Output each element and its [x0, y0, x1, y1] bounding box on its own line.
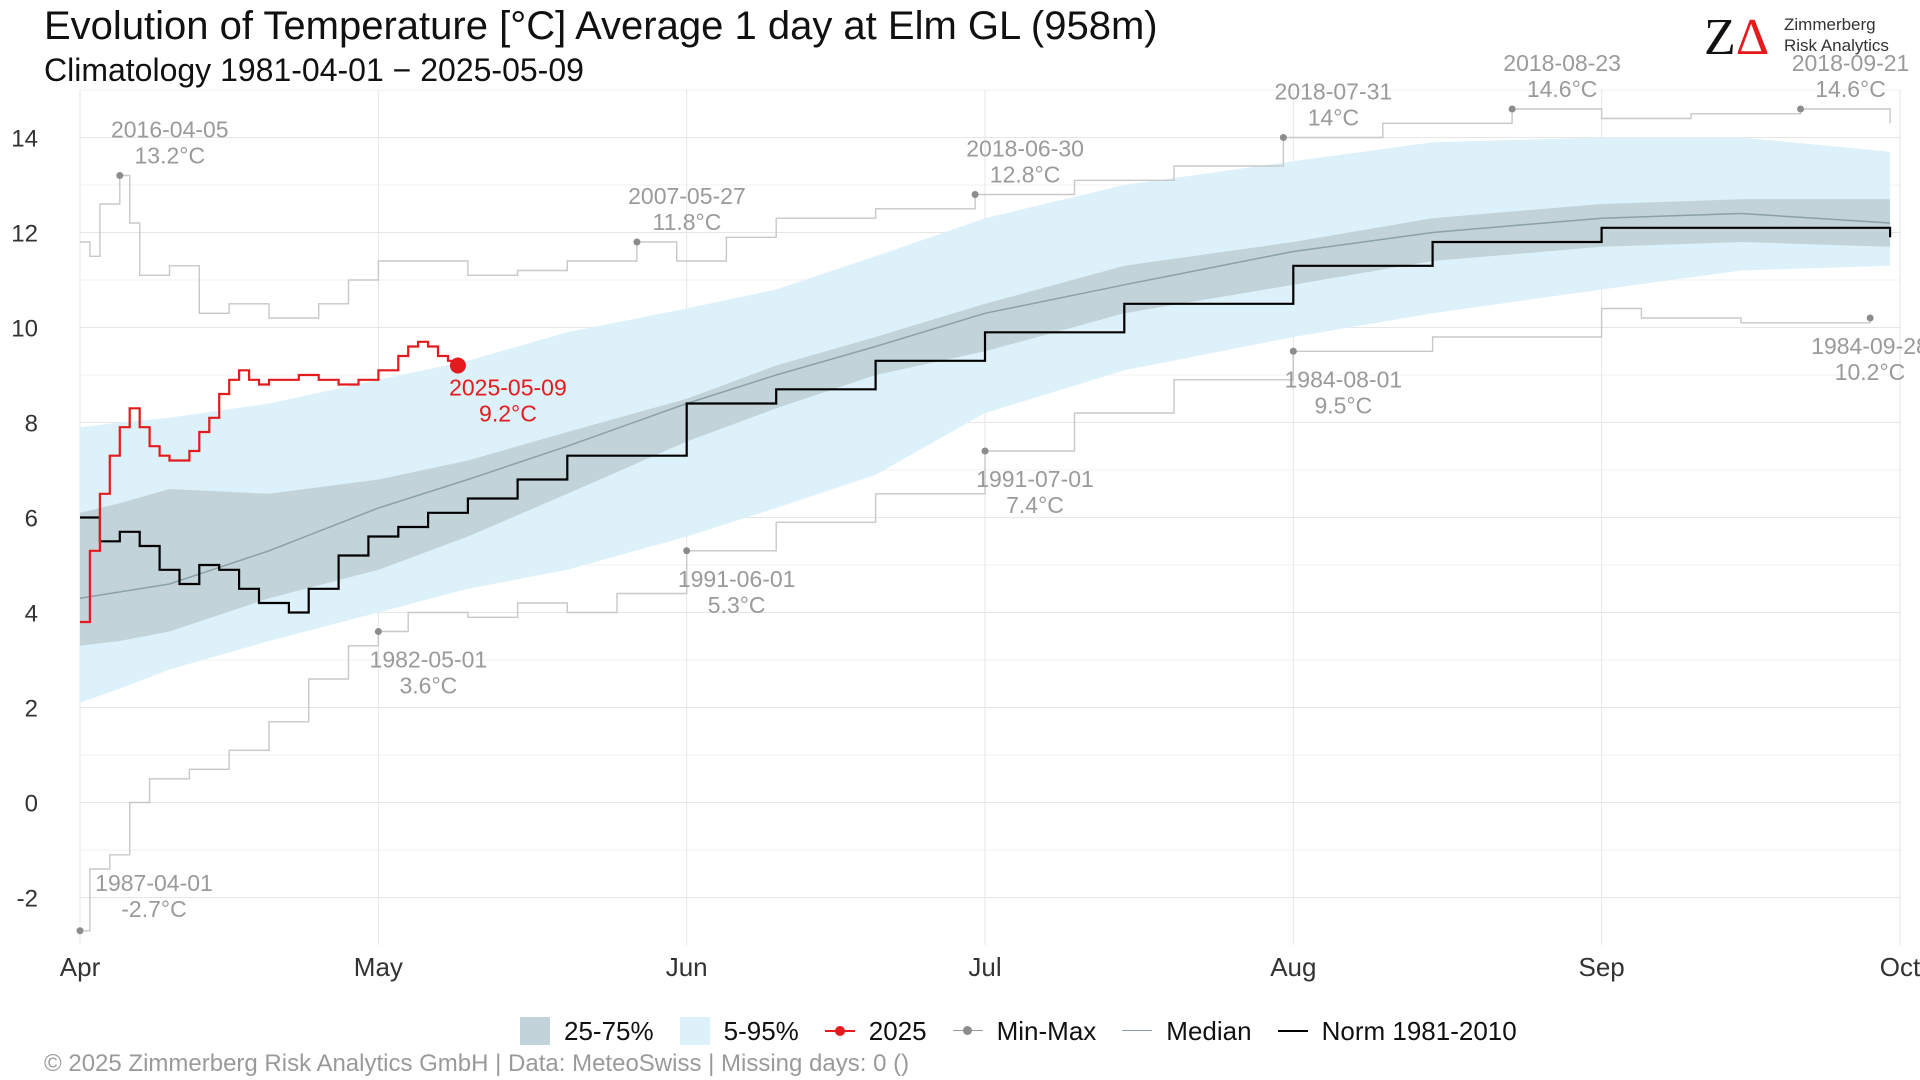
legend-swatch-median	[1122, 1017, 1153, 1045]
logo-line-2: Risk Analytics	[1784, 36, 1889, 55]
legend-label-2025: 2025	[868, 1015, 927, 1046]
legend: 25-75% 5-95% 2025 Min-Max Median Norm 19…	[520, 1016, 1543, 1046]
annotation-date-label: 2018-06-30	[966, 136, 1084, 162]
legend-label-iqr: 25-75%	[564, 1015, 654, 1046]
legend-item-norm[interactable]: Norm 1981-2010	[1277, 1015, 1517, 1047]
annotation-date-label: 2025-05-09	[449, 375, 567, 401]
record-point	[374, 628, 382, 635]
annotation-value-label: 14.6°C	[1815, 76, 1886, 102]
annotation-value-label: 14.6°C	[1527, 76, 1598, 102]
record-point	[683, 547, 691, 555]
legend-item-minmax[interactable]: Min-Max	[952, 1015, 1097, 1047]
annotation-value-label: 9.2°C	[479, 401, 537, 427]
x-tick-label: Aug	[1270, 952, 1316, 982]
legend-item-median[interactable]: Median	[1122, 1015, 1252, 1047]
logo-mark: ZΔ	[1704, 9, 1770, 66]
legend-label-minmax: Min-Max	[996, 1015, 1097, 1046]
annotation-value-label: 7.4°C	[1006, 492, 1064, 518]
legend-label-norm: Norm 1981-2010	[1321, 1015, 1517, 1046]
series-norm-line	[80, 226, 1892, 614]
x-axis: Apr May Jun Jul Aug Sep Oct	[60, 952, 1920, 982]
company-logo: ZΔ Zimmerberg Risk Analytics	[1704, 10, 1904, 70]
annotation-date-label: 1991-07-01	[976, 466, 1094, 492]
x-tick-label: Jun	[666, 952, 708, 982]
x-tick-label: May	[354, 952, 403, 982]
record-point	[1289, 347, 1297, 355]
record-point	[633, 238, 641, 246]
annotation-date-label: 1991-06-01	[678, 566, 796, 592]
record-point	[1797, 105, 1805, 113]
y-tick-label: 10	[11, 316, 38, 343]
legend-item-p95[interactable]: 5-95%	[679, 1015, 799, 1047]
y-tick-label: 2	[25, 696, 38, 723]
annotation-date-label: 2007-05-27	[628, 183, 746, 209]
percentile-bands	[80, 137, 1891, 703]
copyright-footer: © 2025 Zimmerberg Risk Analytics GmbH | …	[44, 1050, 910, 1077]
annotation-value-label: 3.6°C	[399, 673, 457, 699]
chart-subtitle: Climatology 1981-04-01 − 2025-05-09	[44, 52, 584, 88]
annotation-value-label: 9.5°C	[1314, 392, 1372, 418]
x-tick-label: Jul	[968, 952, 1001, 982]
annotation-value-label: 11.8°C	[653, 209, 722, 235]
annotation-date-label: 1984-08-01	[1285, 366, 1403, 392]
series-lines	[79, 108, 1892, 932]
legend-swatch-2025	[824, 1017, 855, 1045]
record-point	[971, 191, 979, 198]
annotation-date-label: 1984-09-28	[1811, 333, 1920, 359]
y-tick-label: -2	[17, 886, 38, 913]
x-tick-label: Apr	[60, 952, 101, 982]
legend-item-2025[interactable]: 2025	[824, 1015, 927, 1047]
legend-item-iqr[interactable]: 25-75%	[520, 1016, 654, 1047]
legend-swatch-minmax	[952, 1017, 983, 1045]
x-tick-label: Oct	[1880, 952, 1920, 982]
annotation-value-label: 5.3°C	[708, 592, 766, 618]
annotation-value-label: 13.2°C	[134, 143, 205, 169]
annotation-date-label: 1982-05-01	[370, 647, 488, 673]
y-tick-label: 6	[25, 506, 38, 533]
series-2025-line	[80, 340, 459, 624]
annotation-value-label: 10.2°C	[1835, 359, 1906, 385]
y-tick-label: 4	[25, 601, 38, 628]
logo-text: Zimmerberg Risk Analytics	[1784, 14, 1889, 56]
y-tick-label: 0	[25, 791, 38, 818]
annotation-date-label: 2018-09-21	[1792, 50, 1910, 76]
annotation-date-label: 2018-08-23	[1503, 50, 1621, 76]
annotation-value-label: 14°C	[1308, 105, 1359, 131]
current-value-point	[449, 357, 466, 374]
y-tick-label: 8	[25, 411, 38, 438]
record-point	[981, 447, 989, 455]
legend-label-median: Median	[1166, 1015, 1252, 1046]
annotation-value-label: 12.8°C	[990, 162, 1061, 188]
logo-line-1: Zimmerberg	[1784, 15, 1876, 34]
record-point	[1508, 105, 1516, 113]
legend-label-p95: 5-95%	[723, 1015, 799, 1046]
record-point	[116, 172, 124, 179]
annotation-date-label: 1987-04-01	[95, 870, 213, 896]
y-tick-label: 14	[11, 126, 38, 153]
legend-swatch-p95	[679, 1017, 710, 1045]
record-point	[1866, 314, 1874, 322]
record-point	[1279, 134, 1287, 141]
series-max-line	[80, 108, 1891, 319]
series-median-line	[79, 212, 1891, 600]
x-tick-label: Sep	[1579, 952, 1625, 982]
chart-title: Evolution of Temperature [°C] Average 1 …	[44, 4, 1158, 48]
annotation-value-label: -2.7°C	[121, 896, 186, 922]
series-min-line	[80, 307, 1871, 932]
annotation-date-label: 2016-04-05	[111, 117, 229, 143]
annotation-date-label: 2018-07-31	[1275, 79, 1393, 105]
band-5-95	[80, 137, 1891, 703]
legend-swatch-iqr	[520, 1017, 550, 1045]
y-axis: -2 0 2 4 6 8 10 12 14	[11, 126, 38, 913]
record-point	[76, 927, 84, 935]
y-tick-label: 12	[11, 221, 38, 248]
legend-swatch-norm	[1277, 1017, 1308, 1045]
